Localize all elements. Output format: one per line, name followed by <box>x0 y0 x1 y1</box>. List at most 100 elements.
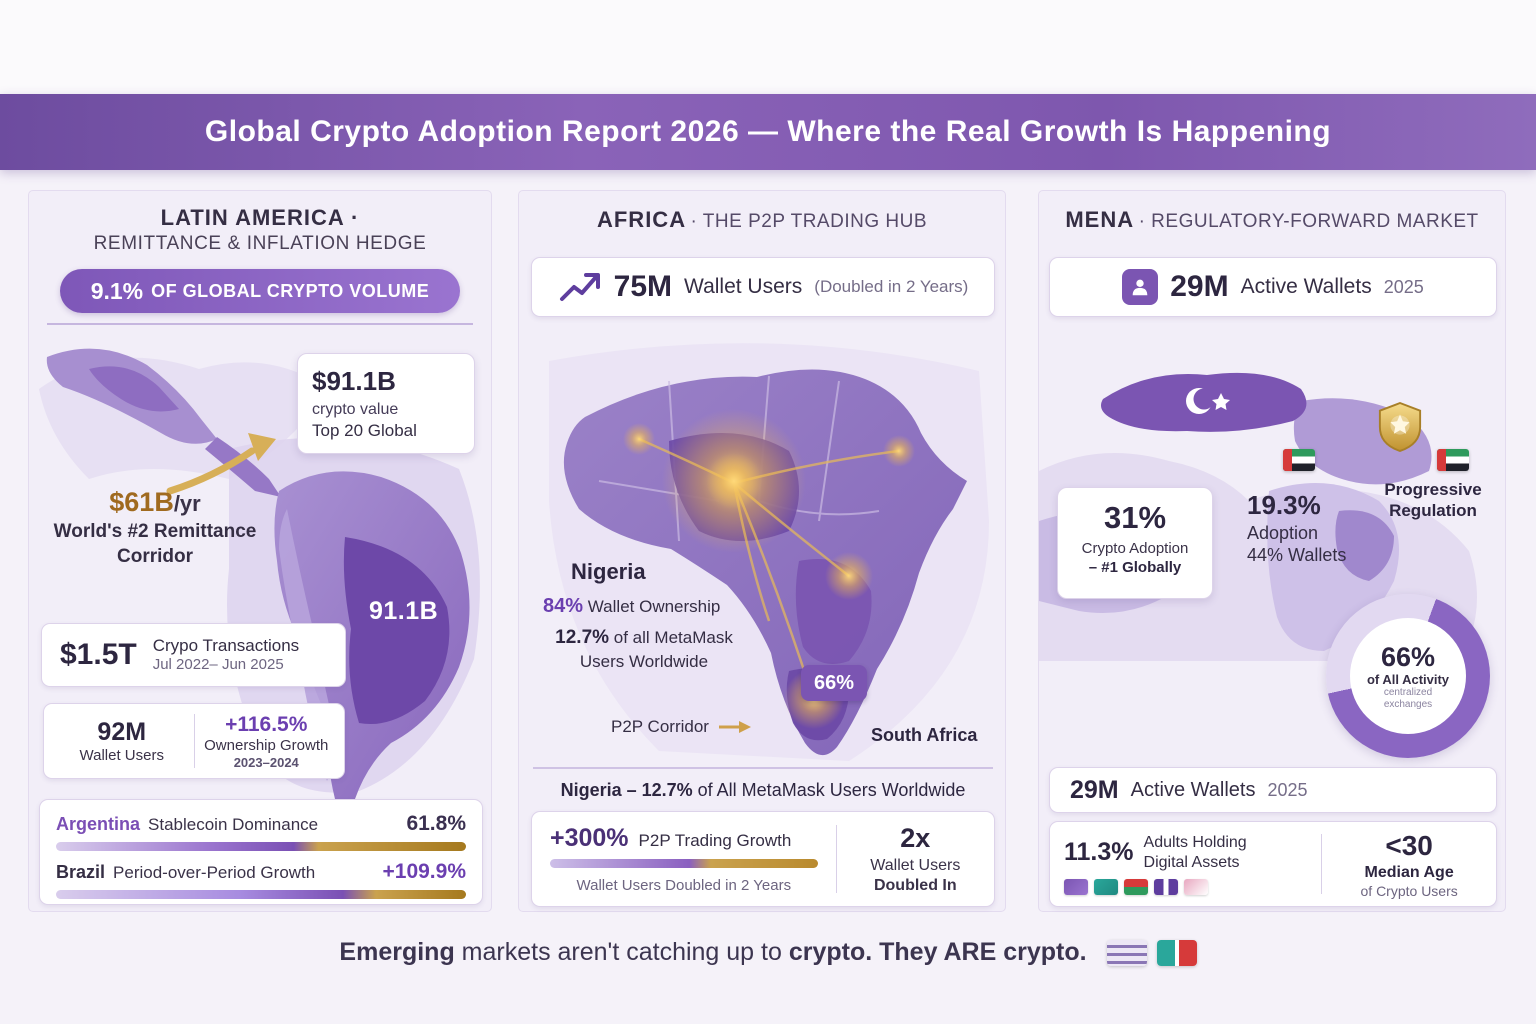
lined-flag-icon <box>1106 940 1147 967</box>
africa-headline-label: Wallet Users <box>684 275 803 298</box>
latam-wallets-card: 92M Wallet Users +116.5% Ownership Growt… <box>43 703 345 779</box>
donut-center: 66% of All Activity centralized exchange… <box>1350 618 1466 734</box>
latam-transactions-labels: Crypo Transactions Jul 2022– Jun 2025 <box>153 635 299 675</box>
africa-panel: AFRICA · THE P2P TRADING HUB 75M Wallet … <box>518 190 1006 912</box>
latam-volume-value: 9.1% <box>90 277 144 304</box>
p2p-corridor: P2P Corridor <box>611 717 753 737</box>
p2p-growth-row: +300% P2P Trading Growth <box>550 824 818 853</box>
mena-adoption-line2: – #1 Globally <box>1088 559 1182 576</box>
latam-wallets-value: 92M <box>97 718 147 746</box>
nigeria-ownership-label: Wallet Ownership <box>587 597 721 616</box>
brazil-row: Brazil Period-over-Period Growth +109.9% <box>56 860 466 884</box>
page-title: Global Crypto Adoption Report 2026 — Whe… <box>204 115 1332 148</box>
argentina-bar <box>56 842 466 851</box>
doubled-line2: Doubled In <box>873 876 957 894</box>
brazil-metric: Period-over-Period Growth <box>113 863 316 882</box>
regulation-line1: Progressive <box>1384 480 1482 499</box>
latam-volume-badge: 9.1% OF GLOBAL CRYPTO VOLUME <box>60 269 460 313</box>
adults-row: 11.3% Adults Holding Digital Assets <box>1064 833 1307 871</box>
latam-callout-value: $91.1B <box>312 366 396 396</box>
adults-value: 11.3% <box>1064 838 1134 866</box>
divider <box>1321 833 1323 895</box>
regulation-line2: Regulation <box>1389 501 1477 521</box>
country-flag-chips <box>1064 878 1307 895</box>
latam-callout-line1: crypto value <box>312 401 399 418</box>
africa-headline-note: (Doubled in 2 Years) <box>814 277 969 296</box>
africa-banner-rest: of All MetaMask Users Worldwide <box>692 780 966 800</box>
divider <box>835 825 837 893</box>
nigeria-ownership-value: 84% <box>543 595 584 617</box>
activity-donut-chart: 66% of All Activity centralized exchange… <box>1326 594 1490 758</box>
argentina-row: Argentina Stablecoin Dominance 61.8% <box>56 812 466 836</box>
mena-headline-year: 2025 <box>1383 276 1424 297</box>
donut-line3: exchanges <box>1383 698 1433 710</box>
brazil-name: Brazil <box>56 862 106 882</box>
mena-bottom-card: 11.3% Adults Holding Digital Assets <30 <box>1049 821 1497 907</box>
latam-heading: LATIN AMERICA · <box>160 205 360 230</box>
argentina-metric: Stablecoin Dominance <box>148 815 319 834</box>
mena-adoption-card: 31% Crypto Adoption – #1 Globally <box>1057 487 1213 599</box>
mena-headline-value: 29M <box>1170 270 1229 303</box>
latam-wallets-cell: 92M Wallet Users <box>50 717 194 765</box>
flag-icon <box>1156 940 1197 967</box>
nigeria-metamask-stat: 12.7% of all MetaMask Users Worldwide <box>537 626 751 673</box>
mena-wallets-value: 29M <box>1070 775 1119 804</box>
flag-chip-icon <box>1094 878 1118 895</box>
uae-adoption-value: 19.3% <box>1247 490 1321 520</box>
footer-tagline: Emerging markets aren't catching up to c… <box>0 938 1536 967</box>
median-age-line2: of Crypto Users <box>1360 882 1458 899</box>
latam-map-value: 91.1B <box>369 597 439 625</box>
nigeria-metamask-value: 12.7% <box>555 627 610 648</box>
gold-arrow-icon <box>166 433 276 495</box>
south-africa-label: South Africa <box>871 725 978 745</box>
brazil-value: +109.9% <box>382 860 467 883</box>
latam-transactions-card: $1.5T Crypo Transactions Jul 2022– Jun 2… <box>41 623 346 687</box>
latam-callout-card: $91.1B crypto value Top 20 Global <box>297 353 475 454</box>
nigeria-metamask-label: of all MetaMask <box>613 628 733 647</box>
median-age-line1: Median Age <box>1364 863 1454 881</box>
header-band: Global Crypto Adoption Report 2026 — Whe… <box>0 94 1536 170</box>
africa-subtitle: · THE P2P TRADING HUB <box>690 211 927 232</box>
latam-remittance-amount: $61B <box>109 487 174 517</box>
divider <box>193 714 195 768</box>
uae-flag-icon <box>1437 449 1469 471</box>
median-age-value: <30 <box>1385 829 1433 861</box>
flag-chip-icon <box>1154 878 1178 895</box>
gold-shield-icon <box>1378 402 1422 452</box>
latam-transactions-value: $1.5T <box>60 638 137 671</box>
latam-panel: LATIN AMERICA · REMITTANCE & INFLATION H… <box>28 190 492 912</box>
latam-subheading: REMITTANCE & INFLATION HEDGE <box>93 233 427 254</box>
latam-wallets-label: Wallet Users <box>79 747 164 764</box>
nigeria-label: Nigeria <box>571 559 646 584</box>
africa-banner-bold: Nigeria – 12.7% <box>560 780 693 800</box>
mena-wallets-bar: 29M Active Wallets 2025 <box>1049 767 1497 813</box>
latam-volume-label: OF GLOBAL CRYPTO VOLUME <box>151 280 430 301</box>
latam-callout-line2: Top 20 Global <box>312 421 417 440</box>
adults-cell: 11.3% Adults Holding Digital Assets <box>1050 833 1321 895</box>
mena-map: 31% Crypto Adoption – #1 Globally 19.3% … <box>1039 321 1507 767</box>
donut-line2: centralized <box>1383 687 1433 699</box>
p2p-growth-bar <box>550 859 818 868</box>
mena-wallets-year: 2025 <box>1267 779 1308 800</box>
africa-banner: Nigeria – 12.7% of All MetaMask Users Wo… <box>533 767 993 801</box>
adults-labels: Adults Holding Digital Assets <box>1144 833 1247 871</box>
p2p-growth-label: P2P Trading Growth <box>638 831 792 850</box>
adults-line1: Adults Holding <box>1143 834 1247 852</box>
uae-wallets-label: 44% Wallets <box>1247 545 1347 565</box>
africa-map-illustration <box>549 343 989 761</box>
footer-part2: markets aren't catching up to <box>454 938 789 966</box>
uae-stat: 19.3% Adoption 44% Wallets <box>1247 489 1346 567</box>
donut-line1: of All Activity <box>1366 671 1450 687</box>
doubled-value: 2x <box>900 823 931 854</box>
mena-adoption-value: 31% <box>1103 500 1167 535</box>
p2p-corridor-label: P2P Corridor <box>611 717 709 736</box>
argentina-name: Argentina <box>56 814 141 834</box>
mena-headline-label: Active Wallets <box>1240 275 1372 298</box>
divider <box>47 323 473 325</box>
flag-chip-icon <box>1124 878 1148 895</box>
uae-flag-icon <box>1283 449 1315 471</box>
latam-remittance-line1: World's #2 Remittance <box>53 521 257 542</box>
africa-bottom-card: +300% P2P Trading Growth Wallet Users Do… <box>531 811 995 907</box>
footer-icons <box>1106 940 1197 967</box>
africa-heading: AFRICA · THE P2P TRADING HUB <box>519 207 1005 233</box>
